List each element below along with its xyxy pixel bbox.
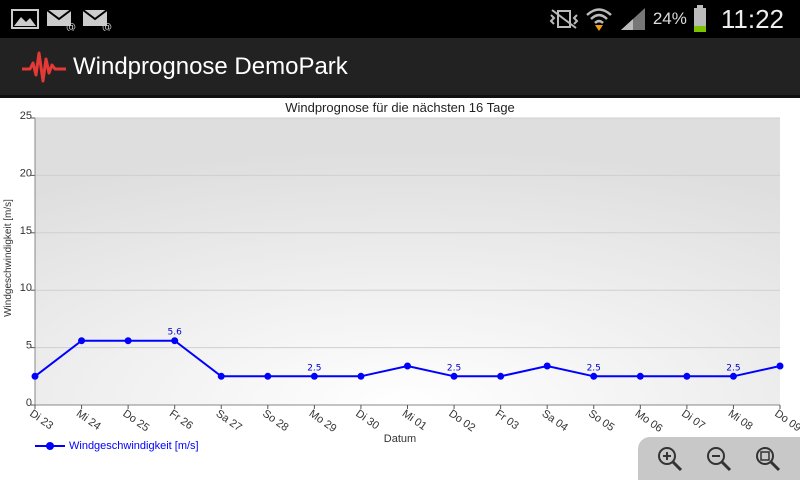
y-tick-label: 15: [20, 225, 32, 237]
svg-text:@: @: [66, 22, 76, 31]
status-bar: @ @: [0, 0, 800, 38]
zoom-in-icon: [658, 446, 683, 471]
chart-title: Windprognose für die nächsten 16 Tage: [285, 100, 515, 115]
data-point: [497, 372, 505, 380]
data-label: 2.5: [307, 363, 321, 373]
wind-graph-logo-icon: [22, 51, 66, 83]
x-tick-label: Do 09: [772, 408, 800, 435]
zoom-reset-button[interactable]: [754, 445, 782, 473]
x-tick-label: Mi 01: [400, 408, 429, 433]
data-label: 2.5: [447, 363, 461, 373]
x-tick-label: Di 23: [27, 408, 55, 433]
y-tick-label: 20: [20, 167, 32, 179]
chart-canvas: 0 5 10 15 20 25 Di 23 Mi 24 Do 25 Fr 26 Sa 27 So 28…: [3, 110, 800, 445]
x-tick-label: Di 30: [353, 408, 381, 433]
x-tick-label: Sa 27: [214, 408, 244, 434]
chart-legend: Windgeschwindigkeit [m/s]: [35, 440, 199, 452]
zoom-in-button[interactable]: [656, 445, 684, 473]
x-tick-label: So 05: [586, 408, 616, 434]
x-tick-label: Fr 03: [493, 408, 521, 433]
legend-line-marker: [35, 442, 65, 450]
wifi-icon: [585, 8, 612, 31]
x-tick-label: Do 25: [120, 408, 151, 435]
data-point: [217, 372, 225, 380]
zoom-reset-icon: [755, 446, 780, 471]
data-label: 5.6: [168, 328, 183, 338]
signal-icon: [620, 8, 645, 30]
data-point: [171, 337, 179, 345]
legend-label: Windgeschwindigkeit [m/s]: [69, 440, 199, 452]
mail-notification-icon: @: [46, 9, 76, 31]
data-label: 2.5: [726, 363, 740, 373]
data-point: [404, 362, 411, 370]
svg-text:@: @: [102, 22, 112, 31]
y-tick-label: 25: [20, 110, 32, 122]
y-tick-label: 0: [26, 397, 32, 409]
status-clock: 11:22: [720, 3, 784, 34]
data-point: [543, 362, 551, 370]
x-tick-label: Do 02: [446, 408, 477, 435]
zoom-controls: [638, 437, 800, 480]
x-tick-label: So 28: [260, 408, 290, 434]
data-point: [310, 372, 318, 380]
x-tick-label: Fr 26: [167, 408, 195, 433]
data-point: [357, 372, 365, 380]
y-axis-title: Windgeschwindigkeit [m/s]: [3, 199, 14, 317]
data-point: [264, 372, 272, 380]
battery-percent: 24%: [652, 9, 687, 28]
zoom-out-icon: [706, 446, 732, 471]
battery-icon: [693, 5, 706, 32]
vibrate-icon: [549, 9, 579, 29]
x-tick-label: Mo 29: [307, 408, 339, 435]
x-tick-label: Mo 06: [633, 408, 665, 435]
x-tick-label: Sa 04: [539, 408, 569, 434]
x-tick-label: Di 07: [679, 408, 707, 433]
action-bar: Windprognose DemoPark: [0, 38, 800, 98]
x-axis-title: Datum: [384, 433, 416, 445]
x-tick-label: Mi 08: [726, 408, 755, 433]
data-point: [78, 337, 86, 345]
data-point: [450, 372, 458, 380]
data-point: [683, 372, 691, 380]
data-point: [776, 362, 784, 370]
image-notification-icon: [11, 9, 39, 29]
x-tick-label: Mi 24: [74, 408, 103, 433]
wind-forecast-chart[interactable]: 0 5 10 15 20 25 Di 23 Mi 24 Do 25 Fr 26 Sa 27 So 28…: [0, 98, 800, 480]
y-tick-label: 5: [26, 340, 32, 352]
data-point: [636, 372, 644, 380]
data-point: [590, 372, 598, 380]
data-point: [729, 372, 737, 380]
system-icons: 24% 11:22: [549, 4, 784, 34]
mail-notification-icon: @: [82, 9, 112, 31]
app-title: Windprognose DemoPark: [73, 53, 348, 80]
data-point: [124, 337, 132, 345]
notification-icons: @ @: [10, 7, 112, 31]
data-label: 2.5: [587, 363, 601, 373]
y-tick-label: 10: [20, 282, 32, 294]
zoom-out-button[interactable]: [705, 445, 733, 473]
plot-area: [35, 118, 780, 405]
data-point: [31, 372, 39, 380]
